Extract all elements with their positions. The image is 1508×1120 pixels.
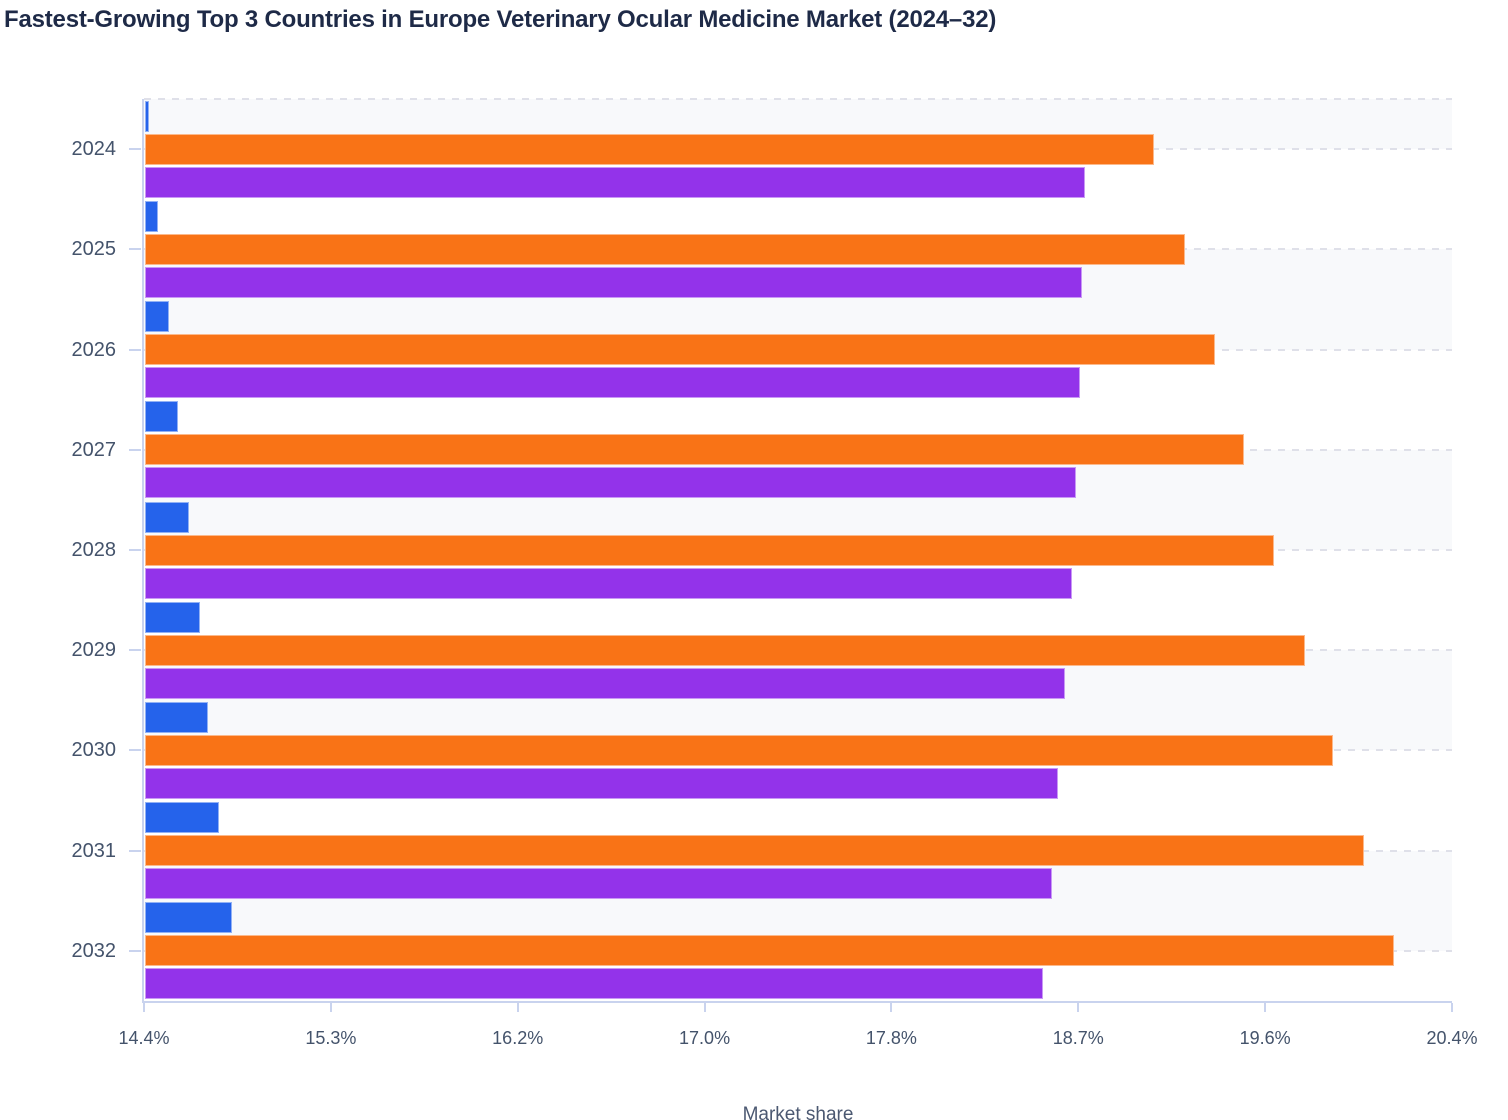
- split-area-band: [144, 850, 1452, 951]
- split-area-band: [144, 249, 1452, 350]
- y-axis-tick: [129, 448, 141, 451]
- bar-series-blue-2024[interactable]: [145, 100, 150, 132]
- x-axis-line: [142, 1001, 1452, 1003]
- y-label-2030: 2030: [71, 739, 117, 762]
- bar-series-orange-2031[interactable]: [145, 835, 1364, 867]
- y-axis-tick: [129, 348, 141, 351]
- bar-series-blue-2025[interactable]: [145, 200, 159, 232]
- x-axis-tick: [890, 1003, 893, 1012]
- y-label-2031: 2031: [71, 839, 117, 862]
- x-axis-tick: [1264, 1003, 1267, 1012]
- bar-series-orange-2025[interactable]: [145, 233, 1185, 265]
- bar-series-orange-2029[interactable]: [145, 634, 1305, 666]
- x-axis-tick: [516, 1003, 519, 1012]
- dashed-gridline: [144, 98, 1452, 100]
- x-axis-tick: [703, 1003, 706, 1012]
- x-label-18.7%: 18.7%: [1052, 1028, 1104, 1048]
- x-axis-tick: [1451, 1003, 1453, 1012]
- bar-series-purple-2030[interactable]: [145, 767, 1059, 799]
- y-label-2032: 2032: [71, 939, 117, 962]
- bar-series-purple-2032[interactable]: [145, 968, 1044, 1000]
- bar-series-orange-2024[interactable]: [145, 133, 1155, 165]
- y-label-2028: 2028: [71, 539, 117, 561]
- y-axis-tick: [129, 549, 141, 551]
- y-axis-tick: [129, 248, 141, 251]
- bar-series-purple-2028[interactable]: [145, 567, 1072, 599]
- y-axis-tick: [129, 649, 141, 652]
- bar-series-blue-2027[interactable]: [145, 401, 178, 433]
- y-axis-tick: [129, 749, 141, 752]
- bar-series-orange-2032[interactable]: [145, 935, 1395, 967]
- split-area-band: [144, 650, 1452, 751]
- bar-series-blue-2028[interactable]: [145, 501, 189, 533]
- bar-series-orange-2028[interactable]: [145, 534, 1275, 566]
- x-label-16.2%: 16.2%: [492, 1028, 544, 1048]
- x-label-15.3%: 15.3%: [305, 1028, 357, 1048]
- y-axis-tick: [129, 148, 141, 151]
- bar-series-orange-2030[interactable]: [145, 734, 1334, 766]
- bar-series-purple-2029[interactable]: [145, 667, 1065, 699]
- plot-area: [142, 98, 1452, 1003]
- bar-series-blue-2032[interactable]: [145, 902, 233, 934]
- split-area-band: [144, 449, 1452, 550]
- x-label-14.4%: 14.4%: [118, 1028, 170, 1048]
- y-label-2024: 2024: [71, 138, 117, 161]
- x-label-19.6%: 19.6%: [1239, 1028, 1291, 1048]
- bar-series-blue-2030[interactable]: [145, 701, 209, 733]
- y-label-2027: 2027: [71, 438, 117, 461]
- y-axis-tick: [129, 949, 141, 952]
- y-label-2026: 2026: [71, 338, 117, 361]
- x-label-17.8%: 17.8%: [865, 1028, 917, 1048]
- y-axis-line: [142, 99, 144, 1001]
- y-label-2029: 2029: [71, 639, 117, 662]
- x-axis-tick: [143, 1003, 145, 1012]
- bar-series-orange-2027[interactable]: [145, 434, 1244, 466]
- bar-series-purple-2025[interactable]: [145, 266, 1083, 298]
- x-axis-title: Market share: [742, 1104, 854, 1120]
- bar-series-purple-2027[interactable]: [145, 467, 1076, 499]
- bar-series-blue-2029[interactable]: [145, 601, 200, 633]
- bar-series-orange-2026[interactable]: [145, 334, 1216, 366]
- bar-series-purple-2024[interactable]: [145, 166, 1085, 198]
- y-axis-tick: [129, 849, 141, 852]
- x-axis-tick: [1077, 1003, 1080, 1012]
- x-axis-tick: [329, 1003, 332, 1012]
- bar-series-purple-2026[interactable]: [145, 367, 1081, 399]
- x-label-20.4%: 20.4%: [1426, 1028, 1478, 1048]
- bar-series-blue-2031[interactable]: [145, 802, 220, 834]
- bar-series-purple-2031[interactable]: [145, 868, 1052, 900]
- x-label-17.0%: 17.0%: [679, 1028, 731, 1048]
- y-label-2025: 2025: [71, 238, 117, 261]
- bar-series-blue-2026[interactable]: [145, 301, 169, 333]
- chart-title: Fastest-Growing Top 3 Countries in Europ…: [4, 6, 997, 33]
